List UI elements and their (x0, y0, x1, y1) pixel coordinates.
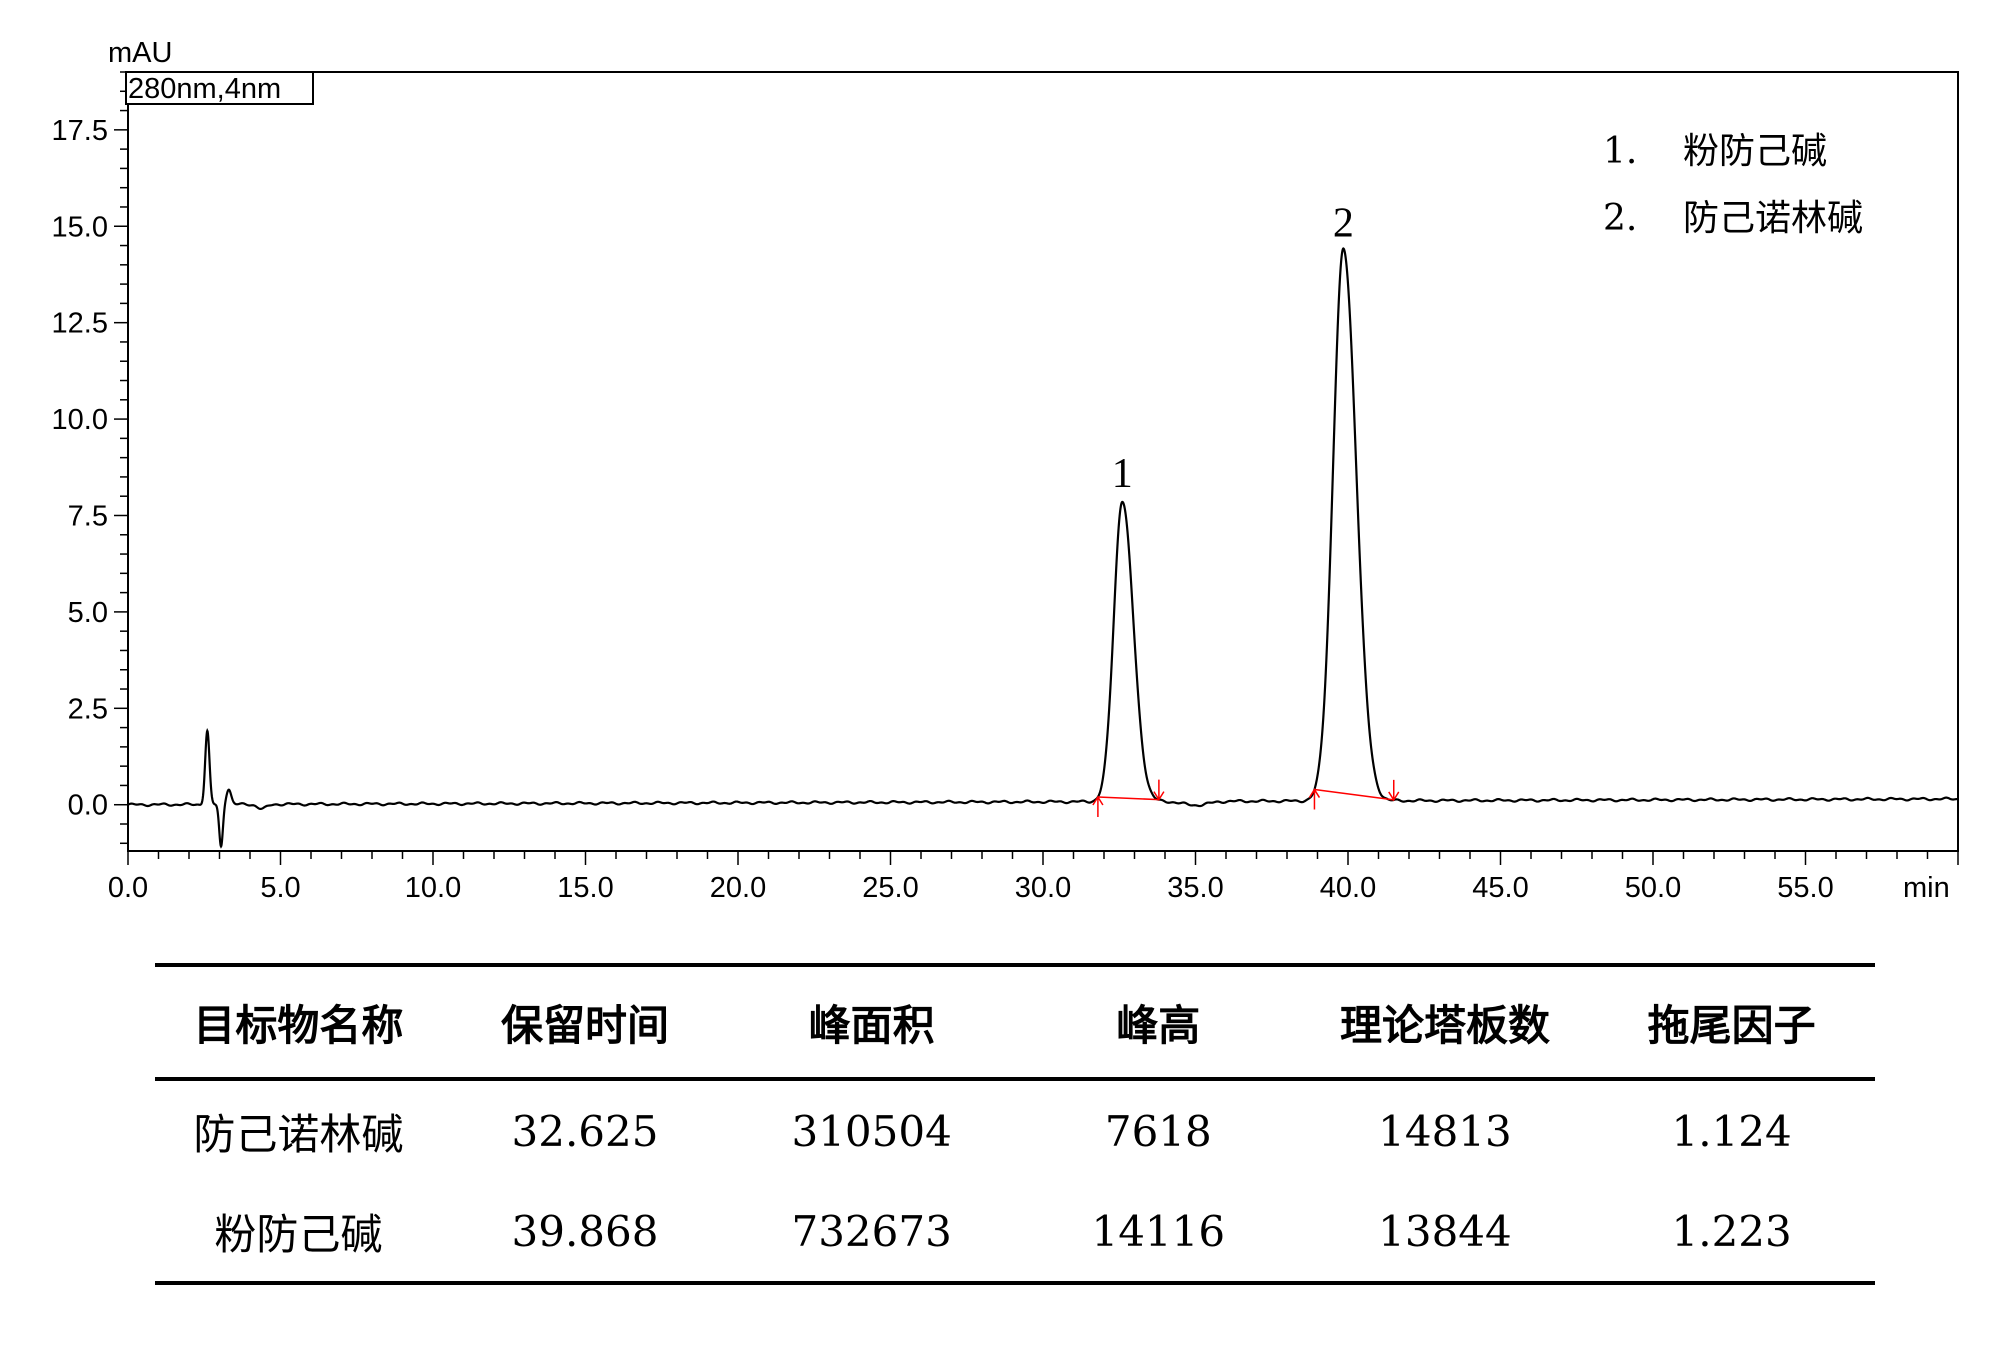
integration-baseline (1314, 788, 1394, 801)
peak-label: 2 (1333, 200, 1354, 246)
x-tick-label: 15.0 (557, 872, 613, 904)
y-tick-label: 12.5 (52, 308, 108, 340)
axis-ticks (114, 71, 1959, 865)
x-tick-label: 45.0 (1472, 872, 1528, 904)
table-cell: 732673 (728, 1181, 1015, 1285)
table-header-cell: 峰面积 (728, 963, 1015, 1081)
y-tick-label: 15.0 (52, 211, 108, 243)
y-tick-label: 2.5 (68, 693, 108, 725)
table-cell: 13844 (1301, 1181, 1589, 1285)
integration-marker (1308, 788, 1321, 810)
integration-marker (1388, 779, 1400, 802)
x-tick-label: 20.0 (710, 872, 766, 904)
x-tick-label: 50.0 (1625, 872, 1681, 904)
chromatogram-chart: 0.0 5.0 10.0 15.0 20.0 25.0 30.0 35.0 40.0 45.0 50… (52, 37, 1959, 904)
integration-marker (1092, 795, 1104, 817)
x-tick-labels: 0.0 5.0 10.0 15.0 20.0 25.0 30.0 35.0 40.0 45.0 50… (108, 872, 1834, 904)
y-axis-unit: mAU (108, 37, 172, 69)
results-table: 目标物名称 保留时间 峰面积 峰高 理论塔板数 拖尾因子 防己诺林碱 32.62… (155, 963, 1875, 1285)
legend-name: 防己诺林碱 (1683, 198, 1863, 239)
x-tick-label: 35.0 (1167, 872, 1223, 904)
y-tick-label: 7.5 (68, 500, 108, 532)
signal-trace (127, 247, 1959, 849)
x-tick-label: 0.0 (108, 872, 148, 904)
x-tick-label: 40.0 (1320, 872, 1376, 904)
table-cell: 32.625 (511, 1106, 659, 1156)
plot-frame (127, 71, 1959, 852)
peak-label: 1 (1112, 451, 1133, 497)
x-tick-label: 5.0 (260, 872, 300, 904)
table-cell: 14116 (1014, 1181, 1302, 1285)
legend: 1. 粉防己碱 2. 防己诺林碱 (1603, 131, 1863, 239)
table-header-cell: 目标物名称 (155, 963, 442, 1081)
y-tick-label: 10.0 (52, 404, 108, 436)
signal-layer (127, 247, 1959, 849)
table-row: 防己诺林碱 32.625 310504 7618 14813 1.124 (155, 1079, 1875, 1181)
integration-marker (1153, 779, 1165, 802)
x-axis-unit: min (1903, 872, 1950, 904)
y-tick-labels: 0.0 2.5 5.0 7.5 10.0 12.5 15.0 17.5 (52, 115, 108, 822)
table-header-cell: 理论塔板数 (1301, 963, 1589, 1081)
table-header-row: 目标物名称 保留时间 峰面积 峰高 理论塔板数 拖尾因子 (155, 963, 1875, 1081)
integration-baseline (1097, 796, 1159, 801)
x-tick-label: 10.0 (405, 872, 461, 904)
legend-num: 1. (1603, 131, 1637, 172)
table-header-cell: 峰高 (1014, 963, 1302, 1081)
table-header-cell: 保留时间 (441, 963, 729, 1081)
table-cell: 39.868 (441, 1181, 729, 1285)
table-cell: 1.124 (1671, 1106, 1792, 1156)
y-tick-label: 0.0 (68, 790, 108, 822)
table-cell: 1.223 (1588, 1181, 1875, 1285)
table-cell: 310504 (791, 1106, 952, 1156)
table-cell: 防己诺林碱 (193, 1109, 404, 1159)
table-row: 粉防己碱 39.868 732673 14116 13844 1.223 (155, 1181, 1875, 1285)
y-tick-label: 5.0 (68, 597, 108, 629)
table-cell: 14813 (1378, 1106, 1512, 1156)
channel-label-box: 280nm,4nm (125, 71, 314, 105)
channel-label: 280nm,4nm (128, 73, 281, 105)
y-tick-label: 17.5 (52, 115, 108, 147)
legend-name: 粉防己碱 (1683, 131, 1827, 172)
legend-num: 2. (1603, 198, 1637, 239)
x-tick-label: 30.0 (1015, 872, 1071, 904)
table-cell: 7618 (1104, 1106, 1212, 1156)
x-tick-label: 25.0 (862, 872, 918, 904)
x-tick-label: 55.0 (1777, 872, 1833, 904)
table-cell: 粉防己碱 (155, 1181, 442, 1285)
table-header-cell: 拖尾因子 (1588, 963, 1875, 1081)
peak-labels: 12 (1112, 200, 1354, 497)
